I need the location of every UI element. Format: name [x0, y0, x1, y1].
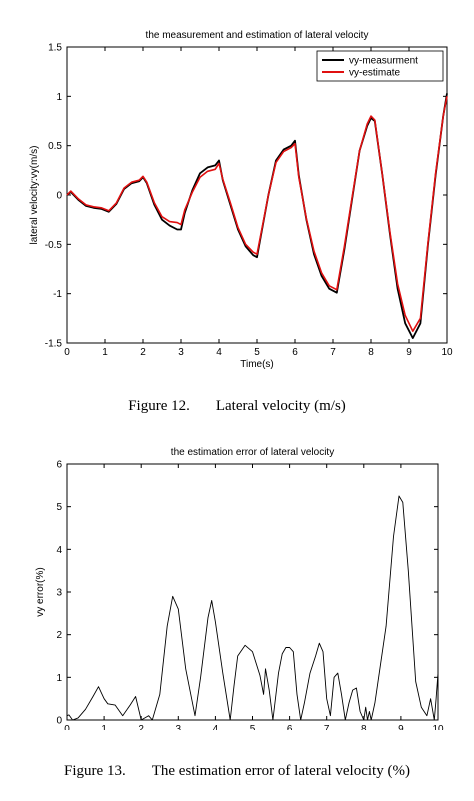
figure-13-text: The estimation error of lateral velocity…: [151, 763, 410, 779]
x-tick-label: 4: [213, 724, 219, 730]
y-tick-label: 0.5: [48, 141, 62, 152]
y-tick-label: 5: [56, 502, 62, 513]
x-tick-label: 10: [432, 724, 444, 730]
y-tick-label: 4: [56, 545, 62, 556]
lateral-velocity-chart: the measurement and estimation of latera…: [29, 30, 453, 370]
figure-13-caption: Figure 13. The estimation error of latera…: [0, 763, 474, 780]
x-tick-label: 0: [64, 347, 70, 358]
x-tick-label: 8: [368, 347, 374, 358]
y-axis-label: lateral velocity:vy(m/s): [29, 146, 40, 245]
x-tick-label: 7: [330, 347, 336, 358]
x-tick-label: 9: [406, 347, 412, 358]
plot-area: [66, 46, 448, 344]
x-tick-label: 5: [254, 347, 260, 358]
y-tick-label: -1.5: [45, 339, 63, 350]
plot-area: [66, 463, 439, 721]
x-tick-label: 7: [324, 724, 330, 730]
y-tick-label: -0.5: [45, 240, 63, 251]
series-line-2: [66, 96, 448, 333]
x-tick-label: 8: [361, 724, 367, 730]
x-tick-label: 4: [216, 347, 222, 358]
figure-13: the estimation error of lateral velocity…: [0, 440, 474, 730]
x-tick-label: 3: [176, 724, 182, 730]
x-tick-label: 3: [178, 347, 184, 358]
x-tick-label: 2: [138, 724, 144, 730]
y-tick-label: 1: [56, 92, 62, 103]
x-tick-label: 9: [398, 724, 404, 730]
y-tick-label: 1: [56, 673, 62, 684]
x-tick-label: 6: [292, 347, 298, 358]
y-tick-label: 2: [56, 630, 62, 641]
x-tick-label: 2: [140, 347, 146, 358]
chart-title: the measurement and estimation of latera…: [146, 30, 369, 41]
x-tick-label: 5: [250, 724, 256, 730]
y-tick-label: 0: [56, 191, 62, 202]
x-axis-label: Time(s): [240, 359, 274, 370]
figure-12-caption: Figure 12. Lateral velocity (m/s): [0, 398, 474, 415]
x-tick-label: 1: [101, 724, 107, 730]
figure-12-number: Figure 12.: [128, 398, 190, 414]
x-tick-label: 1: [102, 347, 108, 358]
figure-12-text: Lateral velocity (m/s): [215, 398, 346, 414]
legend-label: vy-measurment: [349, 56, 418, 67]
y-tick-label: 3: [56, 588, 62, 599]
x-tick-label: 0: [64, 724, 70, 730]
figure-13-number: Figure 13.: [64, 763, 126, 779]
y-tick-label: 1.5: [48, 43, 62, 54]
series-line-1: [66, 495, 439, 721]
y-tick-label: -1: [53, 289, 62, 300]
y-axis-label: vy error(%): [35, 567, 46, 616]
y-tick-label: 6: [56, 460, 62, 471]
y-tick-label: 0: [56, 716, 62, 727]
chart-title: the estimation error of lateral velocity: [171, 447, 334, 458]
estimation-error-chart: the estimation error of lateral velocity…: [35, 447, 444, 730]
legend-label: vy-estimate: [349, 68, 401, 79]
x-tick-label: 10: [441, 347, 453, 358]
figure-12: the measurement and estimation of latera…: [0, 0, 474, 395]
legend-box: [316, 50, 444, 82]
x-tick-label: 6: [287, 724, 293, 730]
